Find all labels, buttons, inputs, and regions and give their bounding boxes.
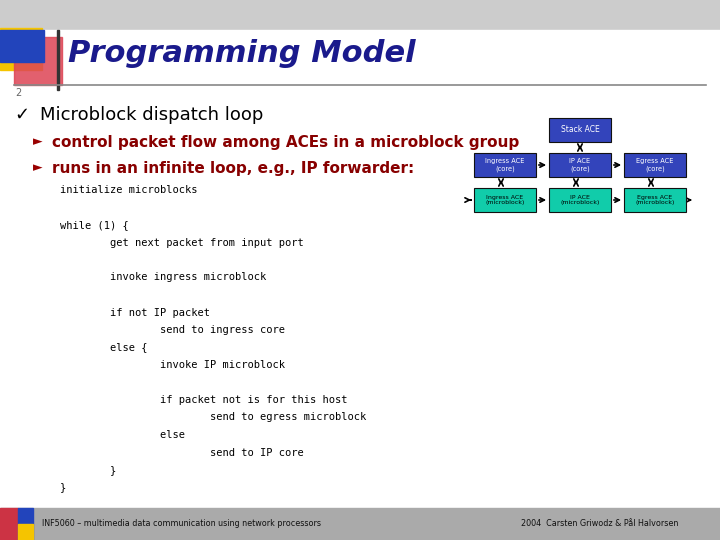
Bar	[624, 188, 686, 212]
Text: invoke IP microblock: invoke IP microblock	[60, 360, 285, 370]
Text: }: }	[60, 465, 116, 475]
Text: Stack ACE: Stack ACE	[561, 125, 599, 134]
Text: else {: else {	[60, 342, 148, 353]
Bar	[0, 28, 42, 70]
Text: runs in an infinite loop, e.g., IP forwarder:: runs in an infinite loop, e.g., IP forwa…	[52, 160, 414, 176]
Text: if packet not is for this host: if packet not is for this host	[60, 395, 348, 405]
Bar	[0, 508, 720, 540]
Text: Microblock dispatch loop: Microblock dispatch loop	[40, 106, 264, 124]
Text: initialize microblocks: initialize microblocks	[60, 185, 197, 195]
Text: Egress ACE
(core): Egress ACE (core)	[636, 158, 674, 172]
Text: IP ACE
(core): IP ACE (core)	[570, 158, 590, 172]
Text: send to ingress core: send to ingress core	[60, 325, 285, 335]
Text: control packet flow among ACEs in a microblock group: control packet flow among ACEs in a micr…	[52, 134, 519, 150]
Text: }: }	[60, 483, 66, 492]
Bar	[18, 508, 33, 540]
Bar	[14, 37, 62, 85]
Bar	[624, 153, 686, 177]
Text: Programming Model: Programming Model	[68, 38, 415, 68]
Text: 2: 2	[15, 88, 21, 98]
Text: ✓: ✓	[14, 106, 30, 124]
Bar	[18, 524, 33, 540]
Bar	[57, 30, 59, 90]
Text: while (1) {: while (1) {	[60, 220, 129, 230]
Text: else: else	[60, 430, 185, 440]
Bar	[549, 153, 611, 177]
Bar	[549, 118, 611, 142]
Text: 2004  Carsten Griwodz & Pål Halvorsen: 2004 Carsten Griwodz & Pål Halvorsen	[521, 519, 678, 529]
Bar	[0, 508, 18, 540]
Text: send to egress microblock: send to egress microblock	[60, 413, 366, 422]
Text: send to IP core: send to IP core	[60, 448, 304, 457]
Text: ►: ►	[33, 136, 42, 148]
Bar	[474, 153, 536, 177]
Bar	[0, 30, 44, 62]
Bar	[474, 188, 536, 212]
Text: get next packet from input port: get next packet from input port	[60, 238, 304, 247]
Text: ►: ►	[33, 161, 42, 174]
Text: IP ACE
(microblock): IP ACE (microblock)	[560, 194, 600, 205]
Text: Ingress ACE
(core): Ingress ACE (core)	[485, 158, 525, 172]
Bar	[549, 188, 611, 212]
Text: invoke ingress microblock: invoke ingress microblock	[60, 273, 266, 282]
Text: INF5060 – multimedia data communication using network processors: INF5060 – multimedia data communication …	[42, 519, 321, 529]
Text: Egress ACE
(microblock): Egress ACE (microblock)	[635, 194, 675, 205]
Text: if not IP packet: if not IP packet	[60, 307, 210, 318]
Text: Ingress ACE
(microblock): Ingress ACE (microblock)	[485, 194, 525, 205]
Bar	[0, 30, 720, 510]
